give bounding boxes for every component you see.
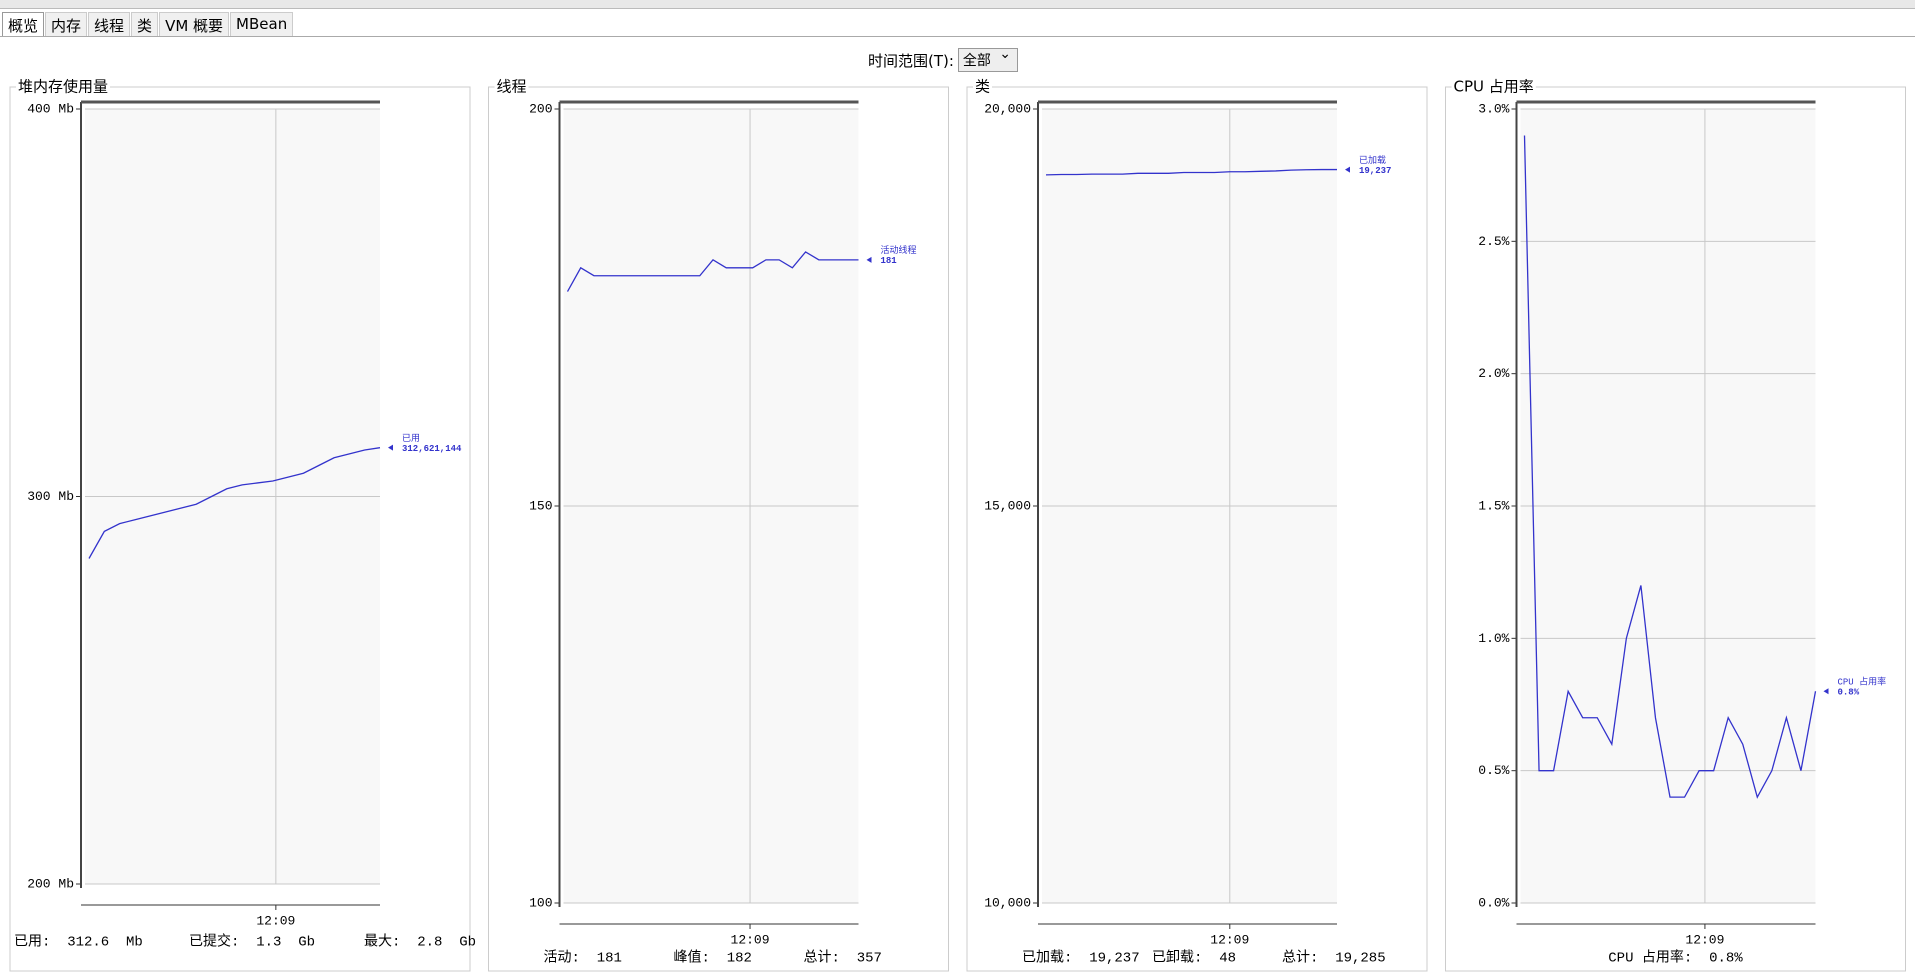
- tab[interactable]: 内存: [45, 12, 88, 36]
- marker-name: CPU 占用率: [1838, 676, 1887, 688]
- footer-stat: 已提交: 1.3 Gb: [189, 933, 315, 951]
- series-line: [1045, 168, 1337, 176]
- tab-divider: [0, 36, 1915, 37]
- y-tick-label: 3.0%: [1478, 101, 1509, 116]
- panel-border: [966, 86, 1428, 972]
- panel-title: CPU 占用率: [1454, 78, 1534, 96]
- panel-title: 类: [975, 78, 990, 96]
- latest-marker: [388, 444, 393, 451]
- plot-area: [1042, 109, 1337, 903]
- plot-area: [563, 109, 859, 903]
- tab[interactable]: 概览: [2, 12, 45, 36]
- footer-stat: CPU 占用率: 0.8%: [1608, 949, 1743, 967]
- footer-stat: 总计: 19,285: [1282, 950, 1386, 967]
- title-bg: [973, 77, 993, 96]
- title-bg: [494, 77, 529, 96]
- y-tick-label: 10,000: [984, 895, 1031, 910]
- title-bg: [16, 77, 111, 96]
- y-tick-label: 2.5%: [1478, 234, 1509, 249]
- tab[interactable]: VM 概要: [159, 12, 230, 36]
- y-tick-label: 150: [529, 498, 552, 513]
- y-tick-label: 400 Mb: [27, 101, 74, 116]
- x-tick-label: 12:09: [1685, 932, 1724, 947]
- y-tick-label: 15,000: [984, 498, 1031, 513]
- y-tick-label: 0.5%: [1478, 763, 1509, 778]
- marker-name: 已加载: [1359, 154, 1386, 166]
- time-range-label: 时间范围(T):: [868, 51, 954, 70]
- y-tick-label: 1.5%: [1478, 498, 1509, 513]
- tab[interactable]: 线程: [88, 12, 131, 36]
- marker-name: 活动线程: [881, 244, 917, 256]
- y-tick-label: 100: [529, 895, 552, 910]
- marker-label: 181: [881, 256, 898, 266]
- series-line: [566, 251, 859, 292]
- tab[interactable]: MBean: [230, 12, 294, 36]
- y-tick-label: 200: [529, 101, 552, 116]
- y-tick-label: 1.0%: [1478, 631, 1509, 646]
- panel-title: 堆内存使用量: [18, 78, 108, 96]
- footer-stat: 活动: 181: [544, 950, 622, 967]
- footer-stat: 已卸载: 48: [1152, 950, 1236, 967]
- panel-title: 线程: [497, 78, 527, 96]
- marker-name: 已用: [402, 433, 420, 444]
- series-line: [88, 447, 381, 559]
- title-bg: [1451, 77, 1536, 96]
- x-tick-label: 12:09: [1210, 932, 1249, 947]
- y-tick-label: 0.0%: [1478, 895, 1509, 910]
- title-strip: [0, 0, 1915, 9]
- footer-stat: 总计: 357: [804, 950, 882, 967]
- marker-label: 312,621,144: [402, 444, 462, 454]
- series-line: [1523, 135, 1817, 799]
- plot-area: [85, 109, 380, 884]
- footer-stat: 峰值: 182: [674, 950, 752, 967]
- y-tick-label: 200 Mb: [27, 876, 74, 891]
- footer-stat: 已用: 312.6 Mb: [14, 935, 143, 951]
- panel-border: [9, 86, 471, 972]
- y-tick-label: 300 Mb: [27, 489, 74, 504]
- time-range-select[interactable]: 全部: [957, 46, 1018, 72]
- x-tick-label: 12:09: [731, 932, 770, 947]
- latest-marker: [866, 256, 872, 263]
- time-range: 时间范围(T): 全部: [868, 46, 1018, 72]
- x-tick-label: 12:09: [256, 913, 295, 928]
- panel-border: [1445, 86, 1906, 972]
- tab[interactable]: 类: [131, 12, 159, 36]
- plot-area: [1520, 109, 1816, 903]
- y-tick-label: 2.0%: [1478, 366, 1509, 381]
- tab-bar: 概览 内存 线程类 VM 概要 MBean: [2, 12, 294, 36]
- footer-stat: 最大: 2.8 Gb: [364, 934, 476, 951]
- y-tick-label: 20,000: [984, 101, 1031, 116]
- marker-label: 19,237: [1359, 166, 1391, 176]
- latest-marker: [1345, 166, 1350, 173]
- footer-stat: 已加载: 19,237: [1022, 950, 1140, 967]
- panel-border: [488, 86, 949, 972]
- marker-label: 0.8%: [1838, 688, 1860, 698]
- latest-marker: [1823, 688, 1829, 695]
